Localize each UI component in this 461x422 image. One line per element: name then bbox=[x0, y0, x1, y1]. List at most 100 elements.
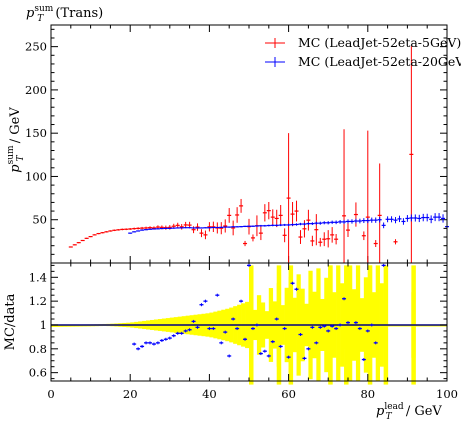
main-point-series-2 bbox=[254, 225, 259, 227]
main-point-series-1 bbox=[223, 219, 228, 233]
ratio-point bbox=[239, 299, 244, 303]
main-point-series-1 bbox=[346, 223, 350, 238]
main-point-series-1 bbox=[128, 228, 133, 230]
ratio-point bbox=[338, 323, 343, 327]
ratio-point bbox=[282, 327, 287, 331]
legend-label-series-2: MC (LeadJet-52eta-20GeV) bbox=[298, 54, 461, 69]
ratio-point bbox=[211, 327, 216, 331]
y-axis-title-ratio: MC/data bbox=[3, 293, 18, 350]
ratio-point bbox=[314, 341, 319, 345]
ratio-point bbox=[258, 352, 263, 356]
ratio-point bbox=[306, 347, 311, 351]
ratio-point bbox=[140, 344, 145, 348]
main-point-series-2 bbox=[215, 226, 220, 229]
main-point-series-1 bbox=[330, 227, 335, 243]
main-point-series-2 bbox=[405, 215, 410, 222]
main-point-series-1 bbox=[84, 237, 89, 239]
main-point-series-2 bbox=[163, 227, 168, 229]
main-point-series-1 bbox=[219, 222, 224, 235]
main-point-series-1 bbox=[72, 244, 77, 246]
main-point-series-2 bbox=[183, 227, 188, 229]
main-point-series-2 bbox=[239, 225, 244, 228]
main-point-series-2 bbox=[171, 227, 176, 229]
main-point-series-2 bbox=[433, 213, 438, 222]
band-segment bbox=[348, 265, 353, 381]
main-point-series-2 bbox=[322, 221, 327, 225]
ratio-point bbox=[215, 293, 220, 297]
main-point-series-1 bbox=[282, 228, 287, 243]
ratio-point bbox=[294, 287, 299, 291]
main-point-series-1 bbox=[365, 130, 370, 263]
main-point-series-2 bbox=[278, 224, 283, 227]
main-point-series-1 bbox=[124, 228, 129, 231]
ratio-point bbox=[353, 321, 358, 325]
main-point-series-1 bbox=[409, 46, 414, 263]
main-point-series-2 bbox=[298, 222, 303, 226]
main-point-series-2 bbox=[195, 227, 200, 229]
ratio-point bbox=[151, 342, 156, 346]
x-tick-label: 100 bbox=[436, 387, 458, 401]
ratio-point bbox=[369, 323, 374, 327]
main-point-series-1 bbox=[361, 231, 366, 241]
main-point-series-2 bbox=[191, 227, 196, 229]
ratio-point bbox=[219, 341, 224, 345]
main-point-series-1 bbox=[132, 227, 137, 230]
main-point-series-1 bbox=[163, 225, 168, 230]
main-point-series-2 bbox=[338, 219, 343, 224]
main-point-series-2 bbox=[179, 227, 184, 229]
ratio-point bbox=[136, 347, 141, 351]
ratio-point bbox=[227, 354, 232, 358]
ratio-point bbox=[155, 341, 160, 345]
main-point-series-2 bbox=[227, 226, 232, 228]
ratio-point bbox=[148, 341, 152, 345]
ratio-y-tick-label: 0.8 bbox=[29, 342, 47, 356]
main-series-layer bbox=[68, 46, 449, 263]
main-point-series-2 bbox=[262, 224, 267, 227]
main-point-series-1 bbox=[377, 163, 382, 263]
ratio-point bbox=[310, 325, 315, 329]
main-point-series-1 bbox=[100, 232, 105, 234]
main-point-series-1 bbox=[243, 240, 248, 247]
main-point-series-1 bbox=[183, 221, 188, 228]
main-point-series-2 bbox=[318, 221, 323, 225]
ratio-point bbox=[361, 358, 366, 362]
main-point-series-2 bbox=[306, 222, 311, 225]
ratio-point bbox=[183, 329, 188, 333]
main-point-series-2 bbox=[144, 229, 149, 231]
main-point-series-1 bbox=[310, 235, 315, 247]
main-point-series-2 bbox=[286, 223, 291, 227]
main-point-series-2 bbox=[132, 231, 137, 233]
main-point-series-1 bbox=[290, 201, 295, 227]
ratio-panel: 0.6 0.8 1 1.2 1.4 0 20 40 60 80 100 MC/data plead T… bbox=[3, 262, 458, 422]
ratio-point bbox=[318, 325, 323, 329]
main-point-series-1 bbox=[148, 226, 152, 230]
ratio-axis-ticks: 0.6 0.8 1 1.2 1.4 0 20 40 60 80 100 bbox=[29, 263, 458, 401]
ratio-point bbox=[203, 299, 208, 303]
main-point-series-2 bbox=[346, 219, 350, 224]
ratio-y-tick-label: 1 bbox=[40, 318, 47, 332]
ratio-point bbox=[278, 344, 283, 348]
main-point-series-1 bbox=[326, 230, 331, 248]
ratio-point bbox=[346, 321, 350, 325]
ratio-y-tick-label: 0.6 bbox=[29, 366, 47, 380]
ratio-point bbox=[179, 331, 184, 335]
ratio-point bbox=[381, 263, 386, 267]
main-point-series-2 bbox=[353, 218, 358, 224]
main-point-series-1 bbox=[231, 220, 236, 236]
ratio-point bbox=[286, 355, 291, 359]
main-point-series-2 bbox=[349, 219, 354, 224]
ratio-point bbox=[298, 333, 303, 337]
main-point-series-2 bbox=[243, 225, 248, 228]
main-point-series-2 bbox=[231, 226, 236, 228]
main-point-series-2 bbox=[148, 228, 152, 230]
main-point-series-2 bbox=[397, 215, 402, 223]
main-point-series-2 bbox=[310, 222, 315, 226]
main-point-series-2 bbox=[369, 217, 374, 223]
main-point-series-2 bbox=[290, 223, 295, 226]
ratio-point bbox=[191, 319, 196, 323]
main-panel: 50 100 150 200 250 psumT / GeV MC (LeadJet-5… bbox=[6, 24, 461, 264]
ratio-point bbox=[322, 324, 327, 328]
ratio-point bbox=[274, 317, 279, 321]
main-point-series-2 bbox=[330, 220, 335, 225]
main-point-series-1 bbox=[298, 230, 303, 244]
